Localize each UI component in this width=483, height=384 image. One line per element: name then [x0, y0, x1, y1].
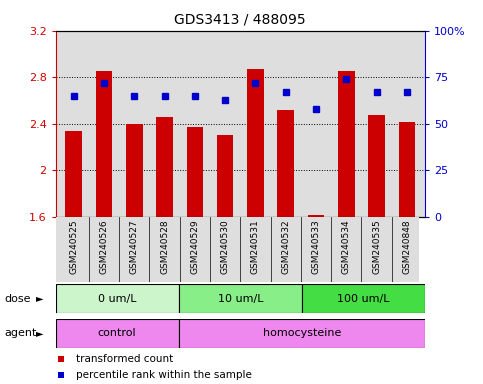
Text: GSM240527: GSM240527 [130, 219, 139, 273]
Bar [186, 127, 203, 217]
Text: agent: agent [5, 328, 37, 338]
Bar [308, 215, 325, 217]
Text: homocysteine: homocysteine [263, 328, 341, 338]
Text: GSM240528: GSM240528 [160, 219, 169, 273]
Bar [65, 131, 82, 217]
Text: GSM240848: GSM240848 [402, 219, 412, 273]
Text: 100 um/L: 100 um/L [337, 293, 390, 304]
Text: control: control [98, 328, 136, 338]
Text: GSM240533: GSM240533 [312, 219, 321, 274]
Bar [302, 284, 425, 313]
Text: GSM240534: GSM240534 [342, 219, 351, 273]
Text: GSM240525: GSM240525 [69, 219, 78, 273]
Bar [398, 121, 415, 217]
Text: ►: ► [36, 328, 44, 338]
Text: percentile rank within the sample: percentile rank within the sample [76, 370, 252, 380]
Text: GSM240529: GSM240529 [190, 219, 199, 273]
Text: GSM240535: GSM240535 [372, 219, 381, 274]
Text: GSM240532: GSM240532 [281, 219, 290, 273]
Text: ►: ► [36, 293, 44, 304]
Title: GDS3413 / 488095: GDS3413 / 488095 [174, 13, 306, 27]
Bar [56, 319, 179, 348]
Bar [368, 114, 385, 217]
Bar [247, 69, 264, 217]
Bar [126, 124, 142, 217]
Text: transformed count: transformed count [76, 354, 173, 364]
Text: dose: dose [5, 293, 31, 304]
Text: GSM240530: GSM240530 [221, 219, 229, 274]
Bar [56, 284, 179, 313]
Bar [179, 284, 302, 313]
Text: 0 um/L: 0 um/L [98, 293, 136, 304]
Bar [277, 110, 294, 217]
Bar [217, 136, 233, 217]
Bar [96, 71, 113, 217]
Text: GSM240526: GSM240526 [99, 219, 109, 273]
Text: GSM240531: GSM240531 [251, 219, 260, 274]
Bar [179, 319, 425, 348]
Bar [338, 71, 355, 217]
Text: 10 um/L: 10 um/L [217, 293, 263, 304]
Bar [156, 117, 173, 217]
